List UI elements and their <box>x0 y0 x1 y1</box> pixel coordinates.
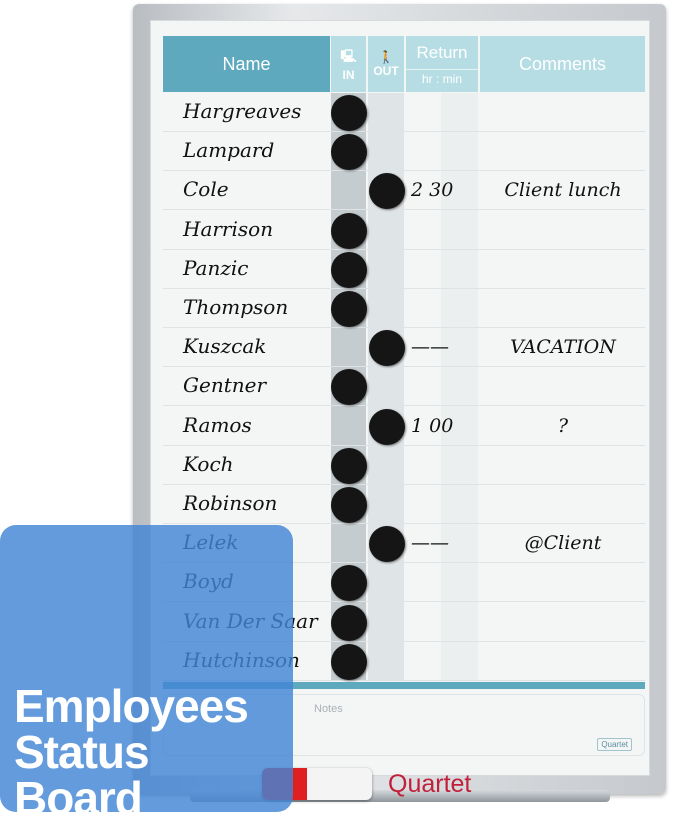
comment: @Client <box>524 532 602 555</box>
table-row: Kuszcak —— VACATION <box>163 328 645 368</box>
brand-logo: Quartet <box>597 738 632 751</box>
status-magnet[interactable] <box>331 369 367 406</box>
return-time: —— <box>411 532 449 555</box>
status-magnet[interactable] <box>331 487 367 523</box>
employee-name: Kuszcak <box>183 334 267 359</box>
header-return-label: Return <box>416 42 468 62</box>
status-magnet[interactable] <box>369 173 405 210</box>
table-row: Harrison <box>163 211 645 250</box>
status-magnet[interactable] <box>331 251 367 288</box>
employee-name: Lampard <box>183 138 275 163</box>
header-return-sub: hr : min <box>406 68 478 86</box>
table-row: Hargreaves <box>163 93 645 132</box>
header-return: Return hr : min <box>406 36 478 92</box>
person-at-desk-icon: 🖳 <box>340 48 357 63</box>
table-row: Cole 2 30 Client lunch <box>163 171 645 211</box>
status-magnet[interactable] <box>331 95 367 131</box>
status-magnet[interactable] <box>369 526 405 563</box>
comment: ? <box>557 414 569 437</box>
employee-name: Robinson <box>183 491 278 515</box>
return-time: 1 00 <box>411 414 454 437</box>
status-magnet[interactable] <box>331 447 367 484</box>
status-magnet[interactable] <box>331 134 367 171</box>
status-magnet[interactable] <box>331 565 367 602</box>
status-magnet[interactable] <box>369 408 405 445</box>
comment: VACATION <box>510 336 616 359</box>
header-name: Name <box>163 36 330 92</box>
overlay-line-2: Status <box>14 726 150 778</box>
status-magnet[interactable] <box>331 604 367 641</box>
table-row: Ramos 1 00 ? <box>163 407 645 446</box>
table-row: Robinson <box>163 485 645 524</box>
employee-name: Gentner <box>183 373 267 398</box>
employee-name: Ramos <box>183 412 252 437</box>
employee-name: Thompson <box>183 295 289 319</box>
overlay-line-3: Board <box>14 772 143 824</box>
overlay-line-1: Employees <box>14 680 249 732</box>
notes-label: Notes <box>314 703 343 715</box>
table-row: Panzic <box>163 250 645 289</box>
employee-name: Hargreaves <box>183 99 302 123</box>
table-row: Lampard <box>163 132 645 172</box>
employee-name: Koch <box>183 451 234 476</box>
return-min-column <box>441 93 478 681</box>
table-row: Thompson <box>163 289 645 328</box>
status-magnet[interactable] <box>369 330 405 367</box>
table-row: Koch <box>163 446 645 485</box>
header-out: 🚶 OUT <box>368 36 404 92</box>
comment: Client lunch <box>504 179 622 202</box>
divider-bar <box>163 682 645 689</box>
marker-brand: Quartet <box>388 770 472 798</box>
status-magnet[interactable] <box>331 291 367 327</box>
employee-name: Harrison <box>183 216 274 241</box>
header-in-label: IN <box>342 67 355 82</box>
table-row: Gentner <box>163 367 645 407</box>
person-walking-icon: 🚶 <box>378 50 394 64</box>
status-magnet[interactable] <box>331 643 367 680</box>
return-time: —— <box>411 336 449 359</box>
title-overlay: Employees Status Board <box>0 525 293 821</box>
header-comments: Comments <box>480 36 645 92</box>
status-magnet[interactable] <box>331 212 367 249</box>
employee-name: Panzic <box>183 255 249 280</box>
header-out-label: OUT <box>373 64 399 78</box>
header-in: 🖳 IN <box>331 36 366 92</box>
return-time: 2 30 <box>411 179 454 202</box>
employee-name: Cole <box>183 177 229 202</box>
